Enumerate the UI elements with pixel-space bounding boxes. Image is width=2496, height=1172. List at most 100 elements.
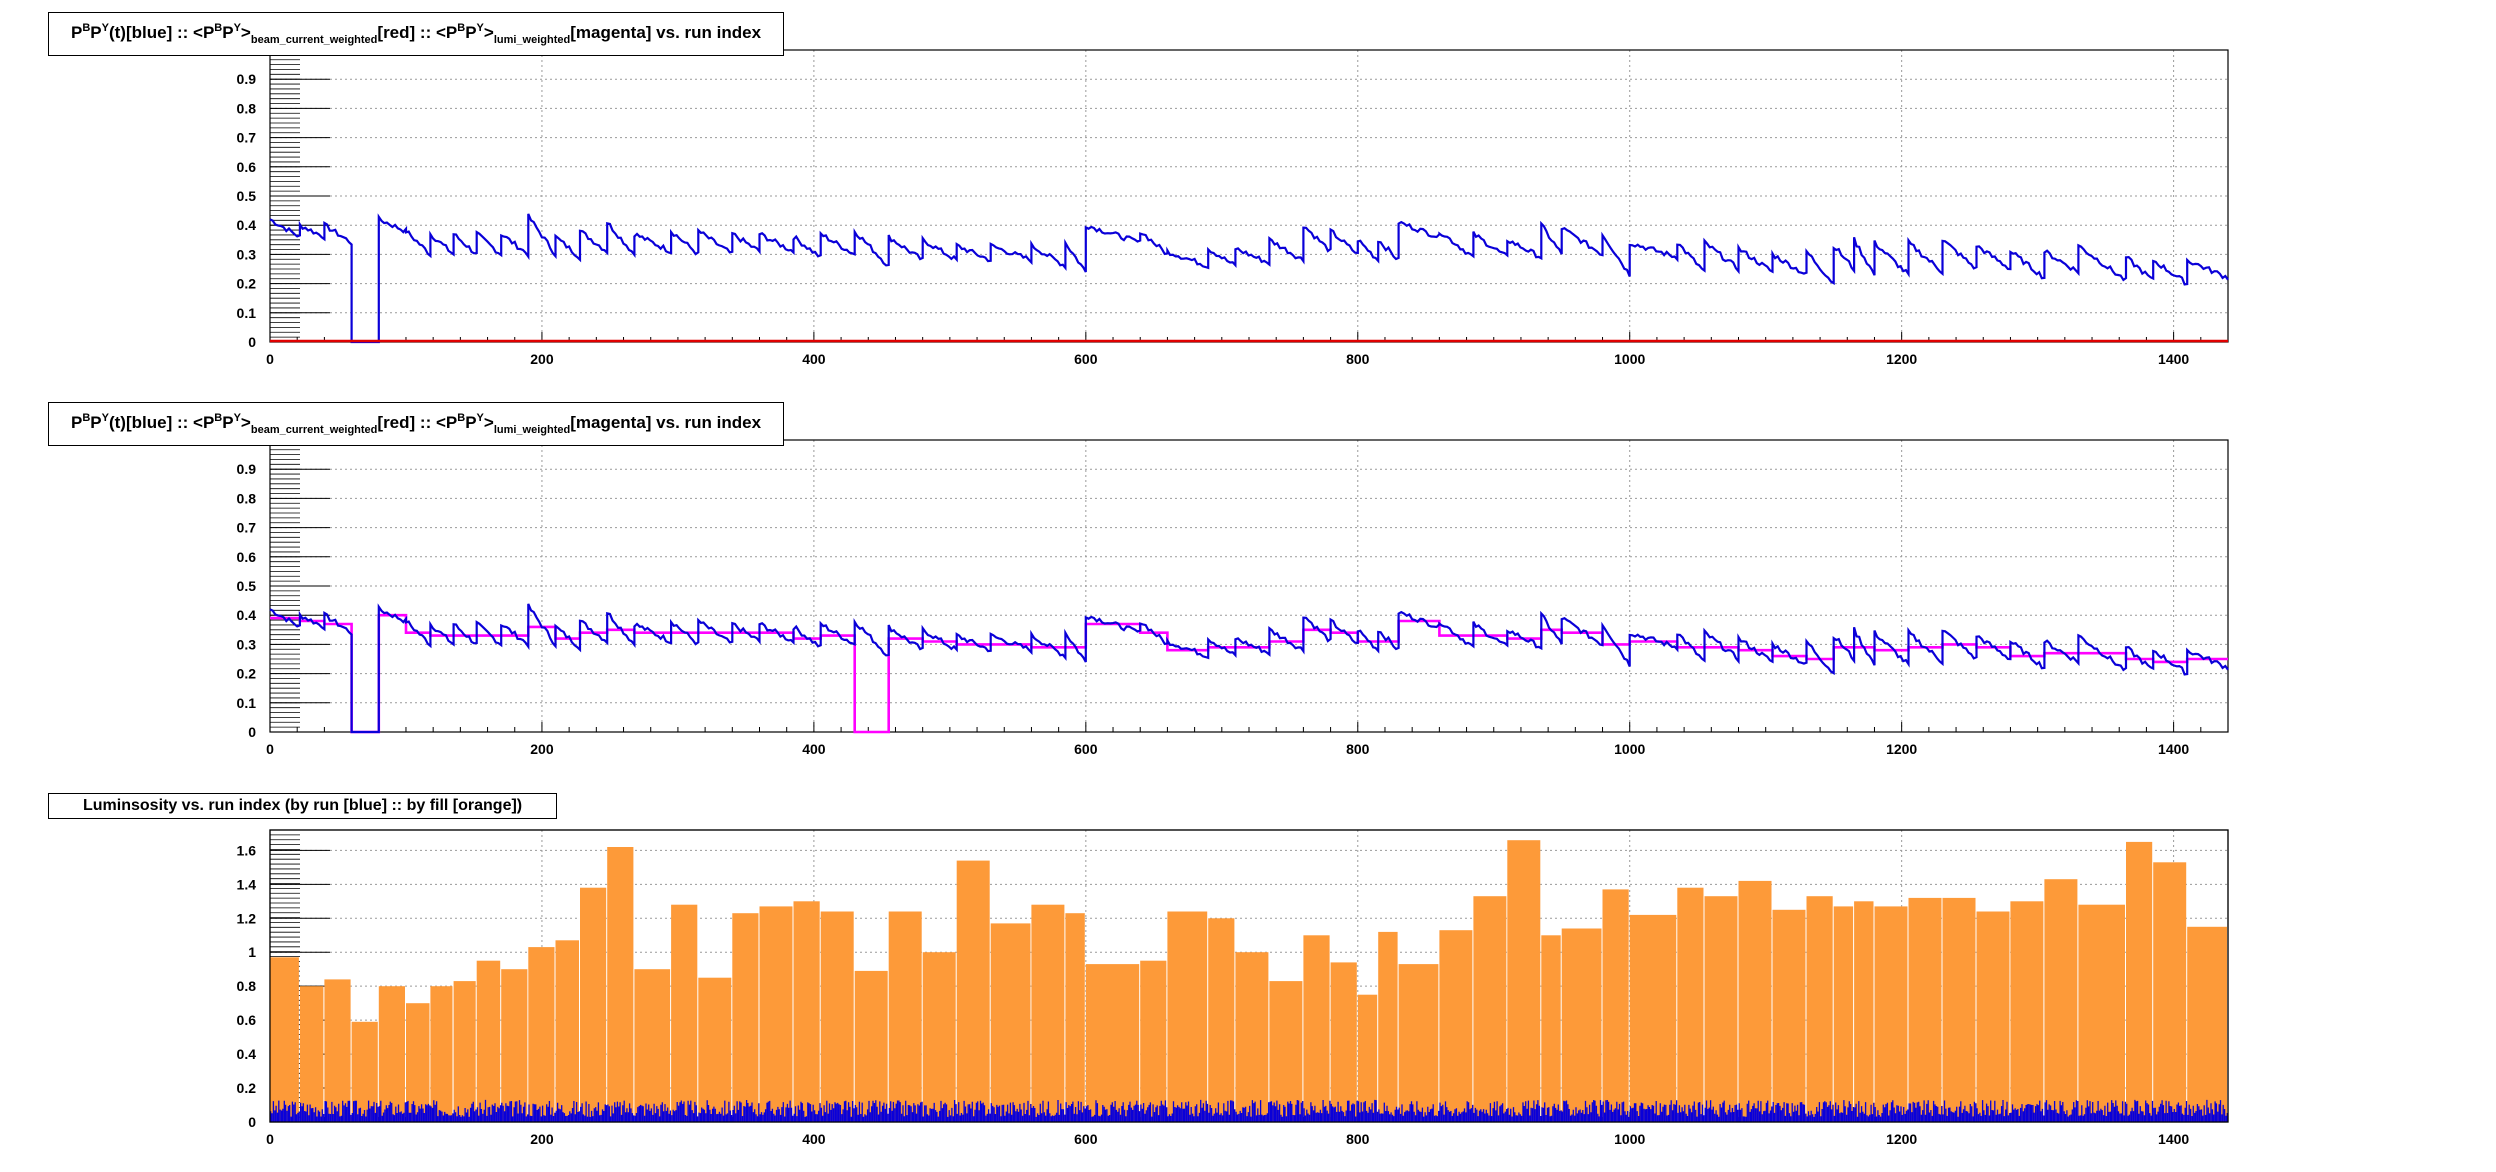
panel-title-2: PBPY(t)[blue] :: <PBPY>beam_current_weig… (48, 402, 785, 446)
fill-bar (1235, 952, 1269, 1122)
series-pbpy (269, 603, 2229, 734)
fill-bar (1806, 896, 1833, 1122)
polarization-chart-2: 00.10.20.30.40.50.60.70.80.9102004006008… (237, 432, 2229, 757)
y-tick-label: 0.6 (237, 159, 257, 175)
fill-bar (528, 947, 555, 1122)
y-tick-label: 0.4 (237, 1046, 257, 1062)
x-tick-label: 1000 (1614, 1131, 1645, 1147)
y-tick-label: 1.4 (237, 876, 257, 892)
y-tick-label: 0.2 (237, 276, 257, 292)
fill-bar (607, 847, 634, 1122)
x-tick-label: 1400 (2158, 741, 2189, 757)
y-tick-label: 0.3 (237, 636, 257, 652)
fill-bar (1140, 960, 1167, 1122)
fill-bar (671, 904, 698, 1122)
x-tick-label: 800 (1346, 1131, 1370, 1147)
y-tick-label: 0 (248, 724, 256, 740)
y-tick-label: 0.9 (237, 71, 257, 87)
x-tick-label: 1400 (2158, 351, 2189, 367)
x-tick-label: 400 (802, 1131, 826, 1147)
fill-bar (378, 986, 405, 1122)
plot-frame-top (269, 829, 2229, 1123)
y-tick-label: 0.7 (237, 130, 257, 146)
fill-bar (1473, 896, 1507, 1122)
fill-bar (2153, 862, 2187, 1122)
y-tick-label: 0.8 (237, 490, 257, 506)
y-tick-label: 0.6 (237, 1012, 257, 1028)
fill-bar (299, 986, 324, 1122)
fill-bar (270, 957, 299, 1122)
fill-bar (1833, 906, 1854, 1122)
fill-bar (888, 911, 922, 1122)
fill-bar (1874, 906, 1908, 1122)
x-tick-label: 400 (802, 741, 826, 757)
fill-bar (990, 923, 1031, 1122)
fill-bar (476, 960, 501, 1122)
fill-bar (453, 981, 476, 1122)
x-tick-label: 0 (266, 351, 274, 367)
x-tick-label: 800 (1346, 351, 1370, 367)
y-tick-label: 0.5 (237, 578, 257, 594)
fill-bar (1330, 962, 1357, 1122)
fill-bar (2010, 901, 2044, 1122)
y-tick-label: 0 (248, 334, 256, 350)
fill-bar (1398, 964, 1439, 1122)
x-tick-label: 600 (1074, 1131, 1098, 1147)
fill-bar (922, 952, 956, 1122)
x-tick-label: 800 (1346, 741, 1370, 757)
x-tick-label: 1000 (1614, 741, 1645, 757)
panel-title-1: PBPY(t)[blue] :: <PBPY>beam_current_weig… (48, 12, 785, 56)
x-tick-label: 1200 (1886, 741, 1917, 757)
fill-bar (956, 860, 990, 1122)
y-tick-label: 0.8 (237, 978, 257, 994)
x-tick-label: 200 (530, 351, 554, 367)
fill-bar (1854, 901, 1874, 1122)
fill-bar (1439, 930, 1473, 1122)
y-tick-label: 0.8 (237, 100, 257, 116)
fill-bar (2078, 904, 2125, 1122)
fill-bar (324, 979, 351, 1122)
fill-bar (1908, 897, 1942, 1122)
y-tick-label: 1.6 (237, 842, 257, 858)
series-pbpy (269, 213, 2229, 344)
y-tick-label: 0.2 (237, 1080, 257, 1096)
luminosity-chart: 0 0.2 0.4 0.6 0.8 1 1.2 1.4 1.6 0 200 400 600 800 1000… (237, 829, 2229, 1147)
plot-frame (269, 439, 2229, 733)
y-tick-label: 0.6 (237, 549, 257, 565)
fill-bar (555, 940, 579, 1122)
fill-bar (820, 911, 854, 1122)
y-tick-label: 0.1 (237, 695, 257, 711)
x-tick-label: 200 (530, 741, 554, 757)
fill-bar (1738, 880, 1772, 1122)
fill-bar (1031, 904, 1065, 1122)
y-tick-label: 1 (248, 944, 256, 960)
fill-bar (2187, 926, 2227, 1122)
x-tick-label: 1000 (1614, 351, 1645, 367)
fill-bar (1167, 911, 1208, 1122)
x-tick-label: 0 (266, 741, 274, 757)
y-tick-label: 0.5 (237, 188, 257, 204)
fill-bar (634, 969, 671, 1122)
y-tick-label: 1.2 (237, 910, 257, 926)
luminosity-panel: 0 0.2 0.4 0.6 0.8 1 1.2 1.4 1.6 0 200 400 600 800 1000… (0, 780, 2496, 1172)
fill-bar (2126, 841, 2153, 1122)
y-tick-label: 0.4 (237, 607, 257, 623)
fill-bar (1357, 994, 1378, 1122)
fill-bar (1976, 911, 2010, 1122)
fill-bar (501, 969, 528, 1122)
x-tick-label: 1200 (1886, 351, 1917, 367)
fill-bar (1208, 918, 1235, 1122)
y-tick-label: 0.1 (237, 305, 257, 321)
fill-bar (406, 1003, 430, 1122)
run-bars (270, 1099, 2228, 1122)
y-tick-label: 0.4 (237, 217, 257, 233)
fill-bar (854, 970, 888, 1122)
fill-bar (1269, 981, 1303, 1122)
polarization-panel-2: 00.10.20.30.40.50.60.70.80.9102004006008… (0, 390, 2496, 760)
fill-bar (1602, 889, 1629, 1122)
fill-bar (2044, 879, 2078, 1122)
plot-frame (269, 49, 2229, 343)
y-tick-label: 0 (248, 1114, 256, 1130)
fill-bar (430, 986, 453, 1122)
x-tick-label: 1400 (2158, 1131, 2189, 1147)
